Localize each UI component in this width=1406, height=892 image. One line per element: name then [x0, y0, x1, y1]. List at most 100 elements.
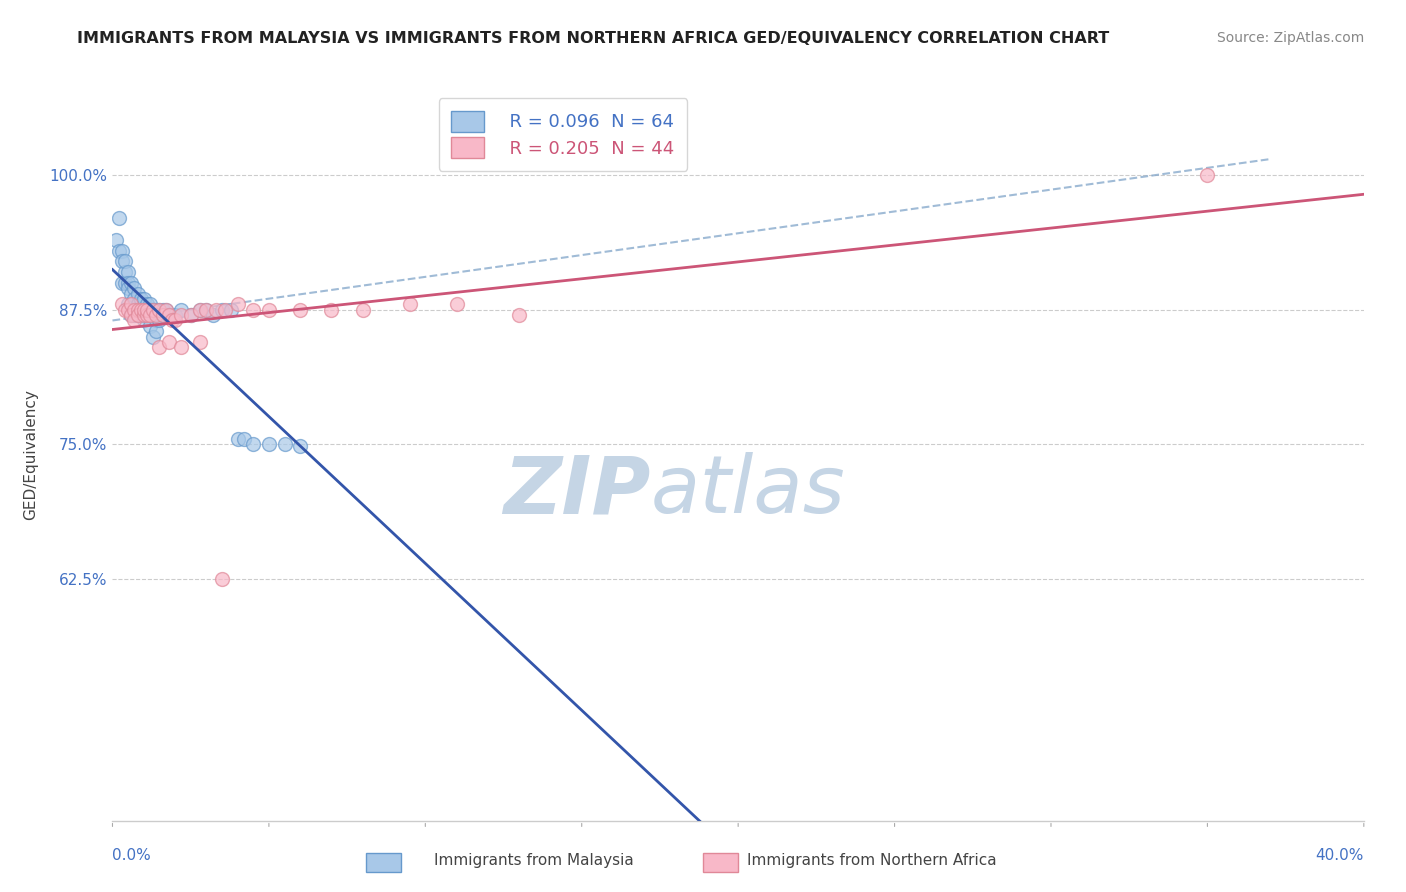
Point: [129, 302, 152, 317]
Point: [290, 439, 312, 453]
Point: [139, 308, 162, 322]
Point: [120, 297, 142, 311]
Point: [111, 254, 134, 268]
Point: [132, 313, 155, 327]
Point: [148, 340, 170, 354]
Point: [152, 308, 174, 322]
Text: 0.0%: 0.0%: [112, 847, 152, 863]
Point: [139, 318, 162, 333]
Text: 40.0%: 40.0%: [1316, 847, 1364, 863]
Point: [114, 254, 136, 268]
Point: [148, 313, 170, 327]
Point: [114, 302, 136, 317]
Point: [132, 308, 155, 322]
Point: [111, 244, 134, 258]
Point: [127, 297, 149, 311]
Text: Immigrants from Malaysia: Immigrants from Malaysia: [434, 854, 634, 868]
Point: [129, 302, 152, 317]
Point: [145, 324, 167, 338]
Text: atlas: atlas: [651, 452, 845, 531]
Point: [132, 308, 155, 322]
Point: [160, 313, 183, 327]
Point: [120, 286, 142, 301]
Point: [132, 302, 155, 317]
Point: [242, 437, 264, 451]
Point: [139, 297, 162, 311]
Point: [157, 308, 180, 322]
Point: [120, 302, 142, 317]
Point: [257, 437, 280, 451]
Point: [188, 302, 211, 317]
Point: [180, 308, 202, 322]
Point: [170, 308, 193, 322]
Point: [142, 329, 165, 343]
Point: [195, 302, 218, 317]
Point: [145, 308, 167, 322]
Point: [111, 276, 134, 290]
Point: [157, 334, 180, 349]
Point: [152, 302, 174, 317]
Point: [446, 297, 468, 311]
Point: [157, 308, 180, 322]
Point: [290, 302, 312, 317]
Point: [204, 302, 226, 317]
Text: Immigrants from Northern Africa: Immigrants from Northern Africa: [747, 854, 997, 868]
Point: [155, 302, 177, 317]
Point: [129, 308, 152, 322]
Legend:   R = 0.096  N = 64,   R = 0.205  N = 44: R = 0.096 N = 64, R = 0.205 N = 44: [439, 98, 688, 170]
Point: [124, 308, 146, 322]
Point: [226, 297, 249, 311]
Point: [508, 308, 530, 322]
Point: [127, 286, 149, 301]
Point: [135, 308, 157, 322]
Point: [214, 302, 236, 317]
Point: [211, 302, 233, 317]
Point: [145, 302, 167, 317]
Text: Source: ZipAtlas.com: Source: ZipAtlas.com: [1216, 31, 1364, 45]
Point: [120, 276, 142, 290]
Point: [226, 432, 249, 446]
Point: [114, 265, 136, 279]
Point: [188, 302, 211, 317]
Point: [127, 302, 149, 317]
Point: [148, 302, 170, 317]
Point: [132, 302, 155, 317]
Point: [148, 302, 170, 317]
Text: IMMIGRANTS FROM MALAYSIA VS IMMIGRANTS FROM NORTHERN AFRICA GED/EQUIVALENCY CORR: IMMIGRANTS FROM MALAYSIA VS IMMIGRANTS F…: [77, 31, 1109, 46]
Point: [117, 302, 139, 317]
Point: [221, 302, 243, 317]
Point: [124, 292, 146, 306]
Point: [132, 292, 155, 306]
Point: [120, 308, 142, 322]
Point: [242, 302, 264, 317]
Point: [211, 572, 233, 586]
Point: [352, 302, 374, 317]
Point: [321, 302, 343, 317]
Point: [124, 302, 146, 317]
Point: [201, 308, 224, 322]
Point: [107, 244, 129, 258]
Point: [152, 308, 174, 322]
Point: [232, 432, 254, 446]
Point: [1197, 168, 1219, 182]
Point: [124, 281, 146, 295]
Text: ZIP: ZIP: [503, 452, 651, 531]
Point: [142, 302, 165, 317]
Point: [117, 281, 139, 295]
Point: [170, 302, 193, 317]
Y-axis label: GED/Equivalency: GED/Equivalency: [24, 390, 38, 520]
Point: [163, 308, 186, 322]
Point: [124, 313, 146, 327]
Point: [135, 302, 157, 317]
Point: [273, 437, 295, 451]
Point: [257, 302, 280, 317]
Point: [398, 297, 420, 311]
Point: [117, 276, 139, 290]
Point: [180, 308, 202, 322]
Point: [135, 308, 157, 322]
Point: [195, 302, 218, 317]
Point: [127, 308, 149, 322]
Point: [142, 302, 165, 317]
Point: [117, 265, 139, 279]
Point: [155, 302, 177, 317]
